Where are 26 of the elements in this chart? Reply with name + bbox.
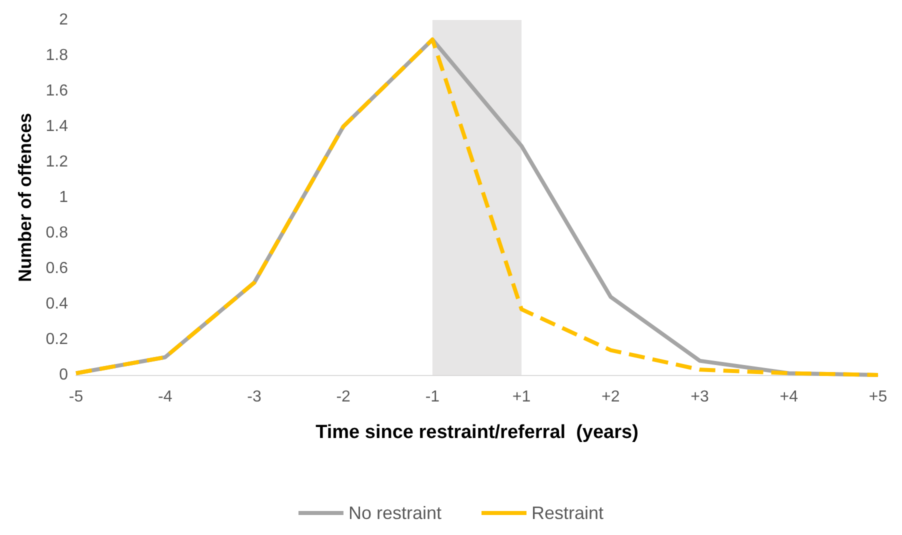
x-tick-label: -3 (247, 388, 262, 406)
x-axis-title: Time since restraint/referral (years) (316, 422, 638, 443)
y-axis-title: Number of offences (15, 112, 35, 282)
x-tick-label: -2 (336, 388, 351, 406)
x-tick-label: +5 (868, 388, 888, 406)
x-tick-label: -1 (425, 388, 440, 406)
y-tick-label: 0 (59, 366, 68, 384)
x-tick-label: +2 (602, 388, 620, 406)
legend-label: Restraint (532, 503, 604, 523)
y-tick-label: 1.4 (46, 118, 68, 135)
legend-label: No restraint (348, 503, 442, 523)
line-series (74, 38, 880, 377)
y-tick-label: 2 (59, 12, 68, 28)
y-tick-label: 0.4 (46, 296, 68, 312)
x-tick-label: -5 (68, 388, 84, 406)
y-tick-label: 1.8 (46, 47, 68, 64)
y-tick-label: 0.6 (46, 260, 68, 277)
y-tick-label: 1.2 (46, 154, 68, 170)
y-tick-label: 0.2 (46, 331, 68, 348)
x-tick-label: -4 (158, 388, 172, 406)
x-tick-label: +1 (512, 388, 531, 406)
y-tick-label: 1 (59, 189, 68, 206)
y-tick-label: 1.6 (46, 82, 68, 100)
x-tick-label: +3 (690, 388, 709, 406)
x-tick-label: +4 (780, 388, 798, 406)
y-tick-label: 0.8 (46, 224, 68, 242)
